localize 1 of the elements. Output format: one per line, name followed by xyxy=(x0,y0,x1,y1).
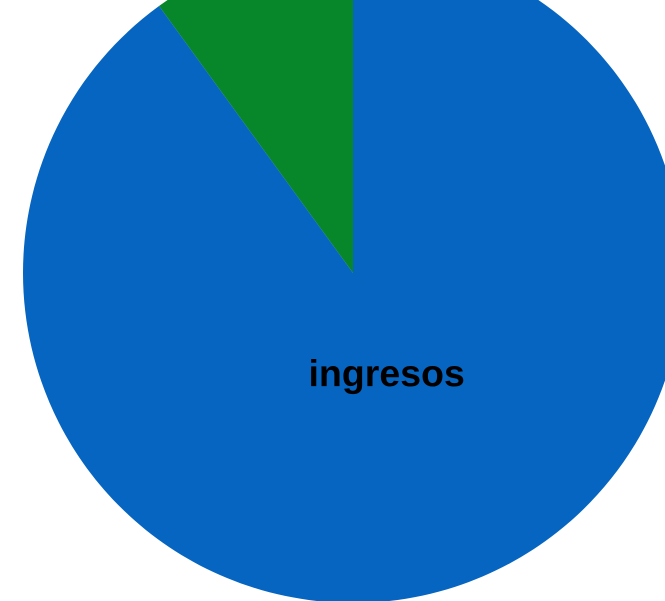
slice-label: ingresos xyxy=(311,359,464,394)
